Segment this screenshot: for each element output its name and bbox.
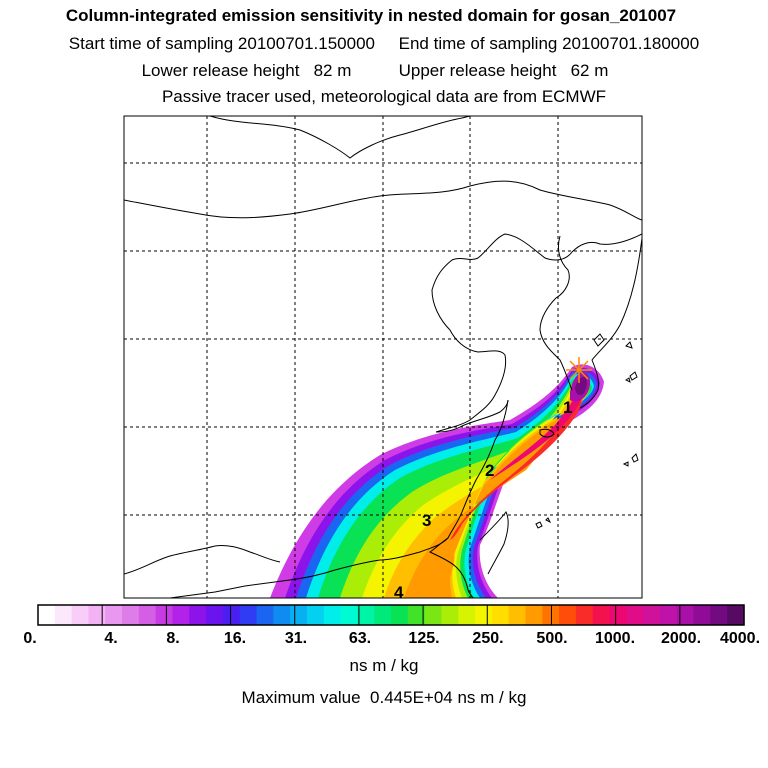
coastline-korea-west [539, 235, 573, 391]
colorbar-cell [391, 605, 409, 625]
coastline-island-7 [593, 333, 605, 347]
colorbar-cell [710, 605, 728, 625]
colorbar-tick-label: 4000. [719, 630, 761, 647]
colorbar-cell [643, 605, 661, 625]
colorbar-cell [54, 605, 73, 625]
colorbar-cell [374, 605, 392, 625]
colorbar-frame [37, 604, 745, 626]
colorbar-tick-label: 31. [284, 630, 308, 647]
colorbar-cell [239, 605, 258, 625]
field-band-pink [490, 393, 581, 480]
coastline-north-border [209, 116, 471, 159]
sampling-time-line: Start time of sampling 20100701.150000 E… [68, 34, 700, 53]
coastline-island-1 [629, 371, 638, 381]
colorbar-cell [559, 605, 577, 625]
colorbar-cell [38, 605, 56, 625]
colorbar-cell [357, 605, 375, 625]
colorbar-cell [71, 605, 90, 625]
colorbar-cell [206, 605, 224, 625]
colorbar-tick-label: 250. [472, 630, 504, 647]
coastline-taiwan-strait [479, 511, 509, 575]
coastline-hangzhou-bay [429, 537, 475, 598]
colorbar-cell [340, 605, 358, 625]
coastline-island-2 [625, 377, 631, 383]
sensitivity-field [270, 364, 604, 598]
colorbar-cell [727, 605, 745, 625]
field-band-darkpurple [575, 376, 587, 396]
trajectory-marker: 2 [485, 461, 494, 480]
maximum-value: Maximum value 0.445E+04 ns m / kg [241, 688, 527, 707]
release-height-line: Lower release height 82 m Upper release … [141, 61, 609, 80]
receptor-star-icon [566, 357, 592, 383]
colorbar-cell [525, 605, 543, 625]
trajectory-marker: 1 [563, 398, 572, 417]
colorbar-cell [609, 605, 627, 625]
coastline-island-3 [631, 453, 639, 463]
colorbar-cell [256, 605, 274, 625]
colorbar-cell [155, 605, 174, 625]
colorbar-cell [575, 605, 594, 625]
colorbar-tick-label: 8. [166, 630, 180, 647]
colorbar-cell [491, 605, 510, 625]
colorbar-cell [508, 605, 527, 625]
coastline-china-east [169, 399, 509, 598]
coastline-jeju [539, 428, 555, 438]
colorbar-tick-label: 0. [23, 630, 37, 647]
colorbar-units: ns m / kg [349, 656, 419, 675]
colorbar-tick-label: 63. [348, 630, 372, 647]
colorbar-cells [38, 605, 745, 625]
coastline-shandong [435, 399, 509, 433]
colorbar-cell [424, 605, 443, 625]
colorbar-cell [88, 605, 106, 625]
coastline-island-5 [535, 521, 543, 529]
colorbar-tick-label: 125. [408, 630, 440, 647]
colorbar-tick-label: 1000. [594, 630, 636, 647]
tracer-info-line: Passive tracer used, meteorological data… [161, 87, 607, 106]
colorbar-cell [290, 605, 308, 625]
map-frame [123, 115, 643, 599]
colorbar-cell [138, 605, 157, 625]
colorbar-cell [172, 605, 190, 625]
colorbar-tick-label: 16. [223, 630, 247, 647]
colorbar-cell [407, 605, 426, 625]
plot-title: Column-integrated emission sensitivity i… [65, 6, 677, 25]
colorbar-cell [273, 605, 291, 625]
colorbar-cell [676, 605, 695, 625]
colorbar-cell [693, 605, 711, 625]
colorbar-cell [105, 605, 123, 625]
colorbar-cell [122, 605, 140, 625]
coastline-island-8 [625, 341, 633, 349]
colorbar-cell [189, 605, 207, 625]
field-patch-orange [420, 544, 455, 594]
colorbar-cell [475, 605, 493, 625]
colorbar-cell [458, 605, 476, 625]
colorbar-cell [441, 605, 459, 625]
colorbar-cell [592, 605, 611, 625]
colorbar-cell [659, 605, 678, 625]
coastline-south-china [124, 545, 281, 575]
colorbar-tick-label: 4. [104, 630, 118, 647]
coastline-korea-north [431, 233, 642, 433]
coastline-island-6 [545, 517, 552, 524]
coastline-korea-east [579, 237, 642, 409]
trajectory-marker: 4 [394, 583, 404, 602]
colorbar-tick-label: 2000. [660, 630, 702, 647]
lat-lon-grid [124, 116, 642, 598]
colorbar-cell [306, 605, 325, 625]
trajectory-marker: 3 [422, 511, 431, 530]
coastline-island-4 [622, 461, 629, 467]
coastlines [124, 116, 642, 598]
colorbar-cell [323, 605, 342, 625]
colorbar-cell [222, 605, 241, 625]
colorbar-tick-label: 500. [536, 630, 568, 647]
coastline-bohai-north [124, 180, 642, 221]
colorbar-cell [626, 605, 644, 625]
